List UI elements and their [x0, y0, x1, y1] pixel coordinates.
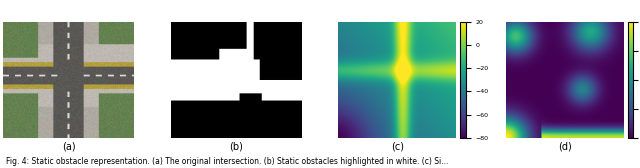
Text: (d): (d) — [558, 141, 572, 151]
Text: (c): (c) — [391, 141, 404, 151]
Text: (b): (b) — [229, 141, 243, 151]
Text: (a): (a) — [62, 141, 76, 151]
Text: Fig. 4: Static obstacle representation. (a) The original intersection. (b) Stati: Fig. 4: Static obstacle representation. … — [6, 157, 449, 166]
